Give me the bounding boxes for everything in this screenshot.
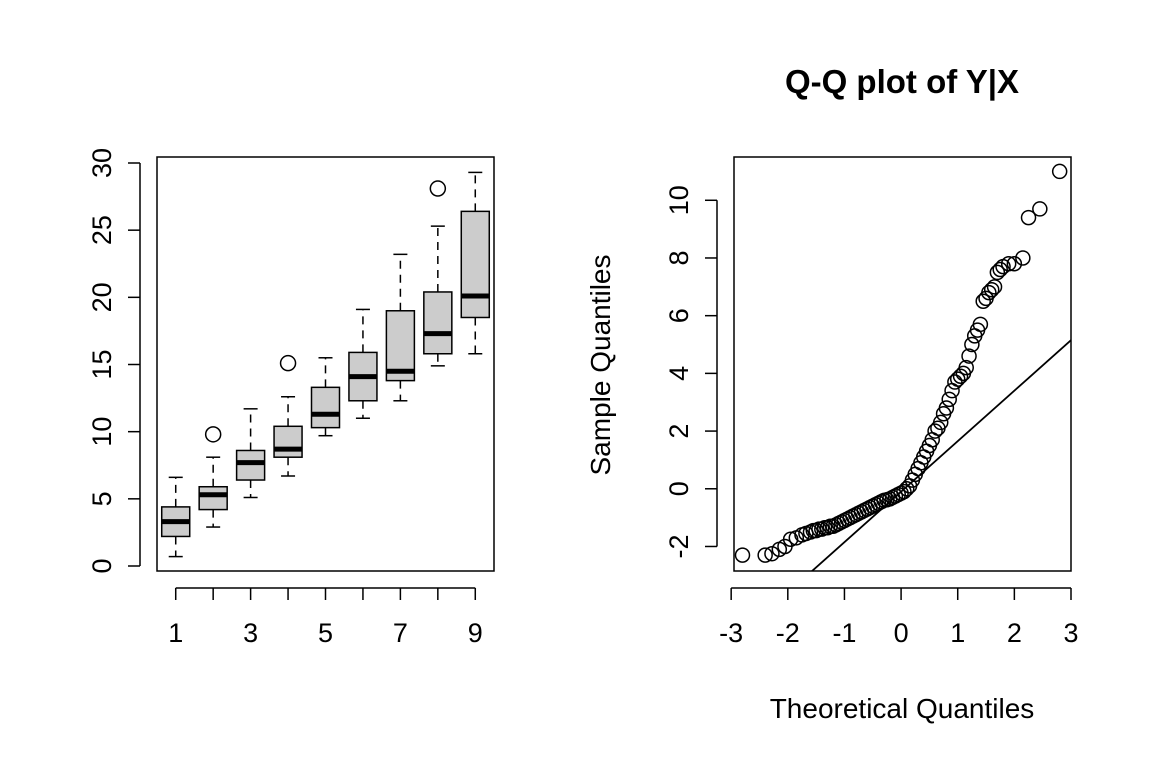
qq-point — [1015, 250, 1031, 266]
qq-point — [896, 483, 912, 500]
qq-point — [958, 359, 974, 376]
qq-y-tick-label: 0 — [664, 481, 694, 496]
qq-point — [757, 547, 773, 563]
qq-y-tick-label: -2 — [664, 534, 694, 558]
boxplot-y-tick-label: 5 — [87, 491, 117, 506]
boxplot-group-2 — [198, 426, 228, 528]
qq-point — [949, 371, 966, 387]
boxplot-group-5 — [310, 357, 341, 437]
boxplot-group-9 — [460, 171, 491, 355]
qq-point — [1006, 255, 1023, 272]
qq-point — [1051, 163, 1068, 180]
qq-y-axis-label: Sample Quantiles — [585, 254, 616, 475]
boxplot-x-tick-label: 3 — [243, 618, 258, 648]
boxplot-group-4 — [273, 354, 303, 477]
qq-x-tick-label: 2 — [1007, 618, 1022, 648]
boxplot-x-tick-label: 7 — [393, 618, 408, 648]
qq-point — [975, 293, 991, 310]
boxplot-box — [273, 425, 303, 458]
boxplot-box — [198, 485, 228, 511]
qq-point — [992, 261, 1008, 278]
boxplot-y-tick-label: 15 — [87, 349, 117, 379]
qq-point — [986, 279, 1003, 295]
qq-point — [764, 545, 780, 562]
qq-point — [947, 374, 963, 390]
boxplot-x-axis: 1 3 5 7 9 — [168, 587, 483, 648]
boxplot-x-tick-label: 1 — [168, 618, 183, 648]
qq-point — [964, 336, 980, 353]
qq-x-axis: -3 -2 -1 0 1 2 3 — [719, 587, 1079, 648]
qq-plot-title: Q-Q plot of Y|X — [785, 63, 1019, 100]
boxplot-y-tick-label: 20 — [87, 282, 117, 312]
boxplot-group-1 — [160, 476, 191, 558]
qq-point — [932, 414, 949, 431]
qq-point — [972, 316, 989, 333]
boxplot-outlier — [204, 426, 222, 443]
boxplot-y-tick-label: 25 — [87, 215, 117, 245]
qq-point — [938, 400, 955, 416]
qq-point — [1000, 255, 1017, 272]
qq-point — [961, 348, 977, 364]
qq-x-tick-label: 3 — [1063, 618, 1078, 648]
qq-point — [941, 391, 957, 408]
boxplot-group-3 — [235, 408, 266, 499]
boxplot-panel: 0 5 10 15 20 25 30 1 3 5 7 9 — [87, 148, 495, 648]
qq-point — [782, 531, 799, 548]
qq-y-tick-label: 2 — [664, 424, 694, 439]
boxplot-box — [460, 210, 491, 319]
qq-x-tick-label: -1 — [832, 618, 856, 648]
qq-points — [734, 163, 1068, 563]
boxplot-x-tick-label: 5 — [318, 618, 333, 648]
boxplot-y-tick-label: 10 — [87, 417, 117, 447]
qq-point — [734, 547, 751, 563]
qq-point — [819, 519, 836, 536]
qq-x-tick-label: 1 — [950, 618, 965, 648]
boxplot-boxes — [160, 171, 491, 558]
boxplot-group-8 — [423, 180, 453, 367]
qq-point — [1032, 201, 1048, 217]
qq-y-tick-label: 8 — [664, 250, 694, 265]
qq-point — [989, 264, 1006, 281]
boxplot-y-axis: 0 5 10 15 20 25 30 — [87, 148, 141, 574]
qq-point — [814, 521, 830, 537]
qq-plot-frame — [733, 156, 1072, 572]
qq-y-tick-label: 6 — [664, 308, 694, 323]
boxplot-x-tick-label: 9 — [468, 618, 483, 648]
qq-plot-area — [734, 163, 1071, 571]
qq-x-tick-label: -3 — [719, 618, 743, 648]
boxplot-outlier — [429, 180, 447, 197]
boxplot-y-tick-label: 0 — [87, 558, 117, 573]
qq-point — [981, 284, 997, 301]
boxplot-y-tick-label: 30 — [87, 148, 117, 178]
qq-x-tick-label: -2 — [776, 618, 800, 648]
qq-point — [952, 368, 969, 385]
qq-point — [983, 281, 1000, 298]
boxplot-group-6 — [348, 308, 378, 419]
qq-plot-panel: Q-Q plot of Y|X Theoretical Quantiles Sa… — [585, 63, 1079, 724]
boxplot-outlier — [279, 354, 297, 372]
boxplot-box — [423, 291, 453, 355]
qq-x-tick-label: 0 — [894, 618, 909, 648]
qq-point — [808, 522, 824, 539]
qq-y-tick-label: 10 — [664, 185, 694, 215]
boxplot-group-7 — [385, 253, 416, 402]
qq-point — [927, 423, 943, 439]
qq-x-axis-label: Theoretical Quantiles — [770, 693, 1035, 724]
qq-point — [898, 481, 915, 497]
qq-point — [1020, 209, 1037, 226]
boxplot-box — [235, 449, 266, 481]
qq-y-tick-label: 4 — [664, 366, 694, 381]
qq-point — [802, 524, 819, 540]
qq-y-axis: -2 0 2 4 6 8 10 — [664, 185, 718, 558]
boxplot-box — [310, 386, 341, 429]
qq-reference-line — [810, 339, 1071, 571]
boxplot-plot-frame — [156, 156, 495, 572]
